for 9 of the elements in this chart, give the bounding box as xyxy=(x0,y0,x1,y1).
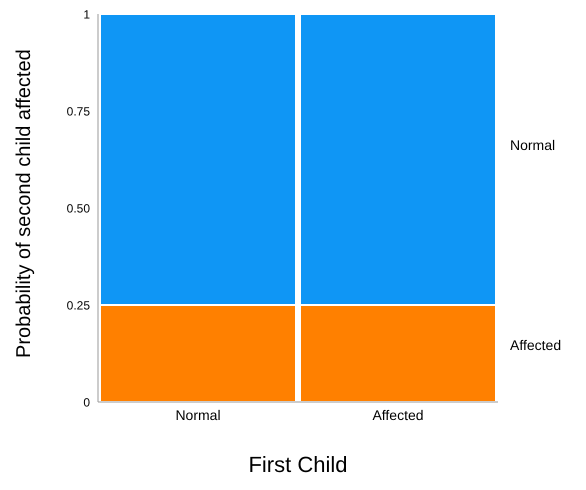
series-label: Affected xyxy=(509,337,562,353)
y-tick-label: 0.50 xyxy=(66,201,90,216)
y-tick-label: 0 xyxy=(83,395,90,410)
y-axis-title: Probability of second child affected xyxy=(13,49,36,358)
series-label: Normal xyxy=(509,137,556,153)
y-tick-label: 0.75 xyxy=(66,104,90,118)
y-tick-label: 0.25 xyxy=(66,298,90,312)
y-tick-label: 1 xyxy=(83,7,90,22)
x-axis-title: First Child xyxy=(248,452,348,477)
